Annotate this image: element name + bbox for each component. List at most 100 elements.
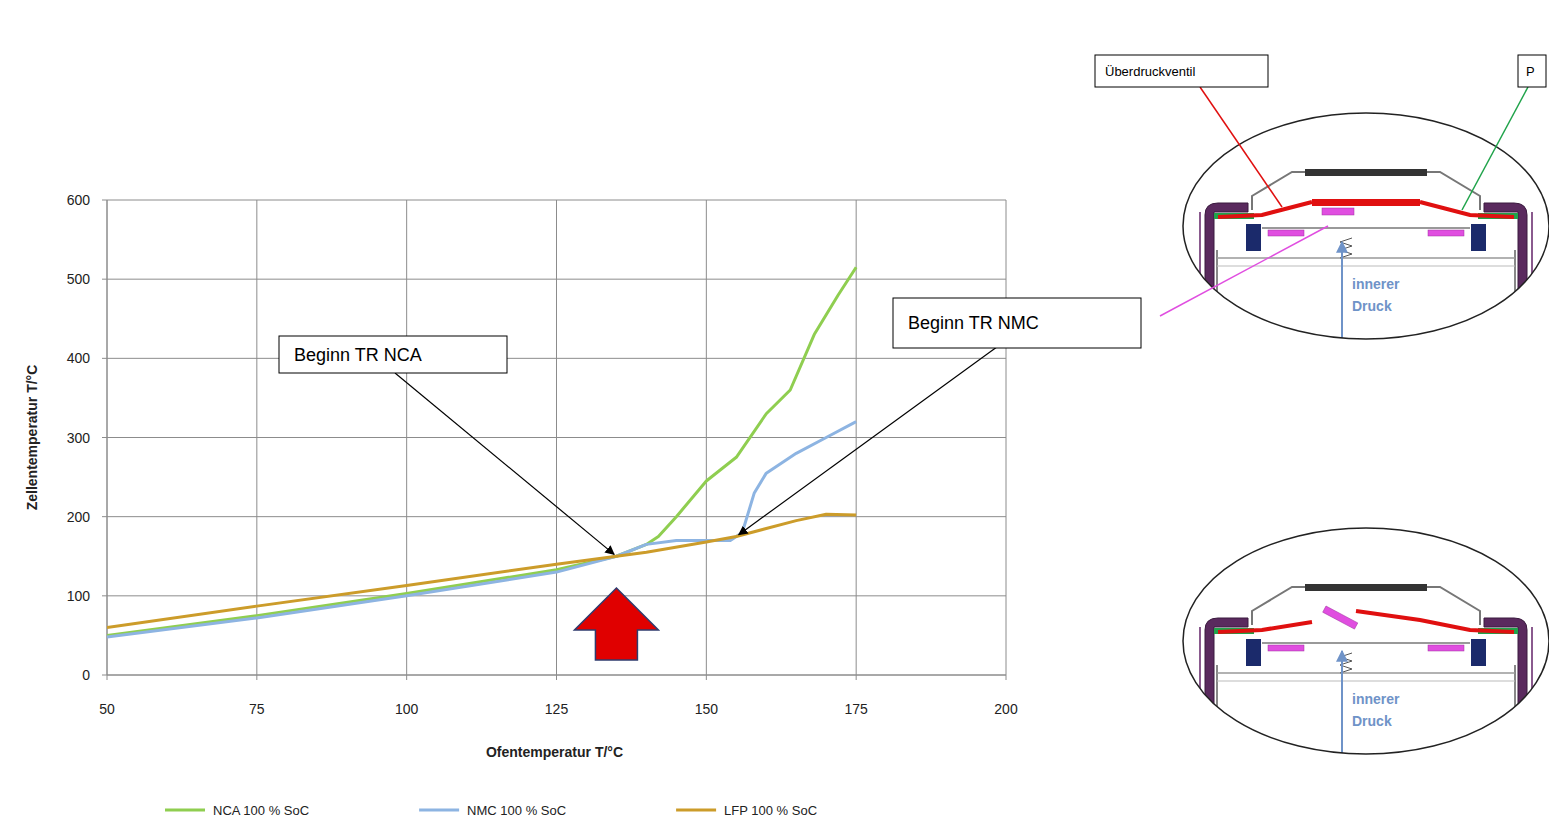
- pressure-arrow: [1341, 242, 1343, 338]
- separator: [1217, 672, 1515, 674]
- vent-center: [1312, 199, 1420, 206]
- x-tick-label: 100: [395, 701, 419, 717]
- gasket: [1471, 639, 1486, 666]
- cid-center: [1323, 606, 1358, 629]
- cap-terminal: [1305, 169, 1427, 176]
- legend-label: LFP 100 % SoC: [724, 803, 817, 818]
- annotation-box: [279, 336, 507, 373]
- cap-top: [1252, 587, 1480, 625]
- y-tick-label: 500: [67, 271, 91, 287]
- highlight-arrow: [574, 588, 658, 660]
- y-axis-title: Zellentemperatur T/°C: [24, 365, 40, 511]
- y-tick-label: 600: [67, 192, 91, 208]
- x-tick-label: 150: [695, 701, 719, 717]
- grid: [102, 200, 1006, 680]
- y-tick-label: 200: [67, 509, 91, 525]
- tick: [102, 358, 107, 359]
- annotation-box: [893, 298, 1141, 348]
- crimp: [1205, 203, 1248, 350]
- legend-label: NMC 100 % SoC: [467, 803, 566, 818]
- grid-line: [706, 200, 707, 675]
- annotation-text: Beginn TR NMC: [908, 313, 1039, 333]
- detail-outline: [1183, 528, 1549, 754]
- pressure-label: innerer: [1352, 276, 1400, 292]
- grid-line: [107, 200, 108, 675]
- pressure-label: Druck: [1352, 713, 1392, 729]
- cid-pointer: [1160, 226, 1328, 316]
- crimp-outline: [1200, 212, 1532, 350]
- grid-line: [856, 200, 857, 675]
- tick: [856, 675, 857, 680]
- x-tick-label: 125: [545, 701, 569, 717]
- gasket: [1246, 639, 1261, 666]
- grid-line: [556, 200, 557, 675]
- crimp: [1205, 618, 1248, 765]
- y-tick-label: 300: [67, 430, 91, 446]
- detail-outline: [1183, 113, 1549, 339]
- inner-plate: [1262, 642, 1470, 644]
- y-tick-label: 100: [67, 588, 91, 604]
- tick: [1006, 675, 1007, 680]
- annotation-text: Beginn TR NCA: [294, 345, 422, 365]
- tick: [102, 595, 107, 596]
- tick: [102, 437, 107, 438]
- cap-parts: [1200, 169, 1532, 350]
- annotation-arrow: [395, 373, 614, 554]
- tick: [556, 675, 557, 680]
- legend-swatch: [419, 809, 459, 812]
- tick: [107, 675, 108, 680]
- cid-piece: [1428, 645, 1464, 651]
- x-axis-title: Ofentemperatur T/°C: [486, 744, 623, 760]
- pressure-label: innerer: [1352, 691, 1400, 707]
- can-wall: [1217, 250, 1515, 350]
- x-tick-label: 200: [994, 701, 1018, 717]
- crimp-outline: [1200, 627, 1532, 765]
- gasket: [1246, 224, 1261, 251]
- y-tick-label: 400: [67, 350, 91, 366]
- valve-label: Überdruckventil: [1105, 64, 1195, 79]
- crimp: [1484, 203, 1527, 350]
- page: 01002003004005006005075100125150175200Of…: [0, 0, 1549, 829]
- tick: [406, 675, 407, 680]
- crimp: [1484, 618, 1527, 765]
- separator: [1217, 681, 1515, 682]
- cid-center: [1322, 208, 1354, 215]
- legend-swatch: [676, 809, 716, 812]
- legend: NCA 100 % SoCNMC 100 % SoCLFP 100 % SoC: [165, 803, 817, 818]
- tick: [102, 675, 107, 676]
- series-line: [107, 422, 856, 637]
- p-label: P: [1526, 64, 1535, 79]
- cap-top: [1252, 172, 1480, 210]
- x-tick-label: 75: [249, 701, 265, 717]
- tick: [102, 279, 107, 280]
- valve-label-box: [1095, 55, 1268, 87]
- annotations: Beginn TR NCA Beginn TR NMC: [279, 298, 1141, 554]
- cap-parts: [1200, 584, 1532, 765]
- grid-line: [406, 200, 407, 675]
- p-label-box: [1518, 55, 1546, 87]
- series-group: [107, 267, 856, 637]
- valve-pointer: [1200, 87, 1282, 207]
- tick: [706, 675, 707, 680]
- x-axis-line: [107, 675, 1006, 676]
- annotation-arrow: [739, 336, 1012, 535]
- separator: [1217, 266, 1515, 267]
- pressure-label: Druck: [1352, 298, 1392, 314]
- p-pointer: [1462, 87, 1528, 210]
- vent-disc: [1218, 611, 1514, 632]
- x-tick-label: 50: [99, 701, 115, 717]
- y-axis-line: [107, 200, 108, 675]
- cid-piece: [1428, 230, 1464, 236]
- gasket: [1471, 224, 1486, 251]
- x-tick-label: 175: [844, 701, 868, 717]
- grid-line: [256, 200, 257, 675]
- cell-cap-diagram: innerer Druck innerer Druck Überdruckventil P: [1095, 55, 1549, 765]
- legend-swatch: [165, 809, 205, 812]
- cap-detail: innerer Druck: [1183, 528, 1549, 765]
- grid-line: [107, 675, 1006, 676]
- cid-piece: [1268, 645, 1304, 651]
- tick: [102, 200, 107, 201]
- tick: [256, 675, 257, 680]
- cid-piece: [1268, 230, 1304, 236]
- series-line: [107, 267, 856, 635]
